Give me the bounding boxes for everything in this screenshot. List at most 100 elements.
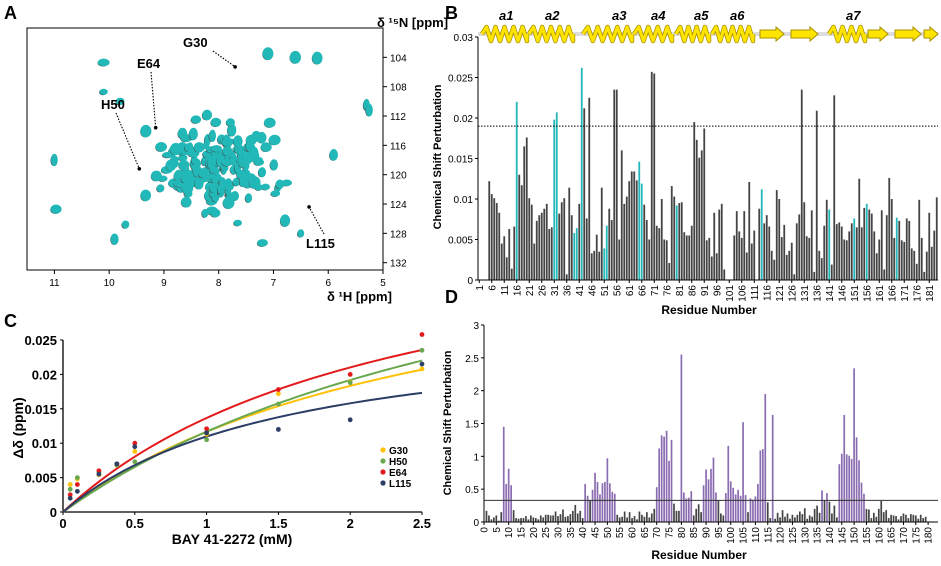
csp-b-bar bbox=[883, 269, 886, 280]
csp-b-bar bbox=[805, 236, 808, 280]
csp-b-bar bbox=[615, 89, 618, 281]
hsqc-peak bbox=[211, 194, 220, 203]
hsqc-y-axis-label: δ ¹⁵N [ppm] bbox=[377, 15, 448, 30]
hsqc-peak bbox=[264, 117, 276, 128]
csp-b-bar bbox=[715, 253, 718, 280]
titration-data-point bbox=[67, 482, 73, 487]
hsqc-peak bbox=[258, 167, 267, 178]
csp-b-bar bbox=[798, 214, 801, 280]
csp-d-bar bbox=[658, 448, 661, 522]
csp-b-bar bbox=[710, 256, 713, 280]
csp-b-bar bbox=[570, 215, 573, 280]
csp-b-bar bbox=[670, 186, 673, 280]
hsqc-peak bbox=[245, 139, 253, 152]
csp-d-bar bbox=[828, 501, 831, 522]
csp-b-bar bbox=[853, 218, 856, 280]
csp-d-bar bbox=[493, 517, 495, 522]
csp-b-bar bbox=[633, 171, 636, 280]
csp-b-bar bbox=[765, 215, 768, 280]
csp-b-bar bbox=[638, 161, 641, 280]
hsqc-peak bbox=[245, 193, 253, 203]
csp-d-bar bbox=[505, 483, 508, 522]
csp-b-x-tick-label: 21 bbox=[525, 285, 536, 297]
csp-b-bar bbox=[675, 205, 678, 280]
csp-b-bar bbox=[610, 220, 613, 280]
panel-label-d: D bbox=[445, 287, 458, 307]
csp-b-bar bbox=[748, 181, 751, 280]
hsqc-y-tick-label: 108 bbox=[390, 83, 407, 94]
csp-b-x-tick-label: 141 bbox=[825, 285, 836, 302]
csp-b-bar bbox=[608, 208, 611, 280]
csp-b-x-tick-label: 126 bbox=[787, 285, 798, 302]
csp-b-y-tick-label: 0.03 bbox=[454, 33, 474, 44]
csp-b-x-tick-label: 81 bbox=[675, 285, 686, 297]
csp-b-x-tick-label: 131 bbox=[800, 285, 811, 302]
csp-d-bar bbox=[554, 511, 557, 522]
csp-d-bar bbox=[559, 514, 562, 522]
legend-label: H50 bbox=[389, 457, 408, 468]
csp-b-bar bbox=[508, 228, 511, 280]
csp-d-bar bbox=[823, 500, 826, 522]
csp-b-bar bbox=[933, 230, 936, 280]
csp-b-y-tick-label: 0 bbox=[467, 276, 473, 287]
hsqc-peak bbox=[270, 190, 281, 197]
csp-b-bar bbox=[928, 212, 931, 280]
hsqc-peak bbox=[280, 214, 291, 227]
csp-b-x-tick-label: 6 bbox=[487, 285, 498, 291]
csp-d-bar bbox=[848, 455, 851, 522]
csp-d-x-tick-label: 60 bbox=[628, 527, 639, 539]
csp-b-bar bbox=[578, 203, 581, 280]
csp-b-bar bbox=[718, 209, 721, 280]
csp-d-bar bbox=[692, 515, 695, 522]
hsqc-annotations: G30 E64 H50 L115 bbox=[101, 35, 335, 251]
titration-x-axis-label: BAY 41-2272 (mM) bbox=[172, 531, 293, 547]
csp-d-x-tick-label: 120 bbox=[776, 527, 787, 544]
csp-d-x-tick-label: 65 bbox=[640, 527, 651, 539]
csp-d-bar bbox=[680, 354, 683, 522]
csp-b-bar bbox=[833, 95, 836, 280]
titration-data-point bbox=[96, 468, 102, 474]
csp-b-bar bbox=[535, 220, 538, 280]
csp-d-bar bbox=[678, 510, 680, 522]
csp-b-bar bbox=[495, 203, 498, 280]
csp-d-bar bbox=[858, 460, 860, 522]
csp-d-bar bbox=[813, 508, 816, 522]
csp-d-bar bbox=[734, 494, 737, 522]
csp-b-bar bbox=[665, 240, 668, 280]
csp-d-x-tick-label: 170 bbox=[899, 527, 910, 544]
hsqc-peak bbox=[121, 220, 130, 229]
csp-b-x-tick-label: 116 bbox=[762, 285, 773, 301]
csp-d-bar bbox=[645, 512, 648, 522]
csp-d-bar bbox=[860, 482, 863, 522]
csp-bar-chart-b: a1 a2 a3 a4 a5 a6 a7 0 0.005 0.01 0.015 0.02 0.025 0… bbox=[432, 8, 939, 317]
titration-data-point bbox=[132, 449, 138, 454]
titration-data-point bbox=[419, 332, 425, 337]
hsqc-peak bbox=[227, 123, 237, 137]
csp-b-bar bbox=[590, 253, 593, 280]
titration-fit-curve bbox=[62, 368, 423, 513]
csp-b-bar bbox=[745, 252, 748, 280]
titration-data-point bbox=[132, 440, 138, 446]
csp-d-bar bbox=[752, 499, 754, 522]
ss-helix-label: a7 bbox=[846, 8, 861, 23]
csp-d-bar bbox=[668, 460, 670, 522]
titration-axes: 0 0.005 0.01 0.015 0.02 0.025 0 0.5 1 1.5 2 2.5 bbox=[24, 333, 431, 531]
csp-b-x-tick-label: 26 bbox=[537, 285, 548, 297]
csp-b-y-tick-label: 0.015 bbox=[448, 155, 473, 166]
hsqc-peak bbox=[221, 138, 233, 147]
csp-b-bar bbox=[845, 240, 848, 280]
csp-b-bar bbox=[660, 199, 663, 280]
csp-b-bar bbox=[658, 228, 661, 280]
legend-marker bbox=[380, 469, 386, 475]
hsqc-peak bbox=[329, 149, 338, 161]
hsqc-peak bbox=[262, 47, 274, 61]
csp-d-bar bbox=[534, 518, 537, 522]
csp-b-x-tick-label: 71 bbox=[650, 285, 661, 297]
csp-d-bar bbox=[863, 493, 865, 522]
csp-d-y-tick-label: 2 bbox=[473, 387, 479, 398]
csp-d-bar bbox=[527, 519, 530, 522]
csp-d-bar bbox=[611, 491, 614, 522]
csp-b-bar bbox=[935, 197, 938, 280]
csp-d-bar bbox=[663, 436, 665, 522]
